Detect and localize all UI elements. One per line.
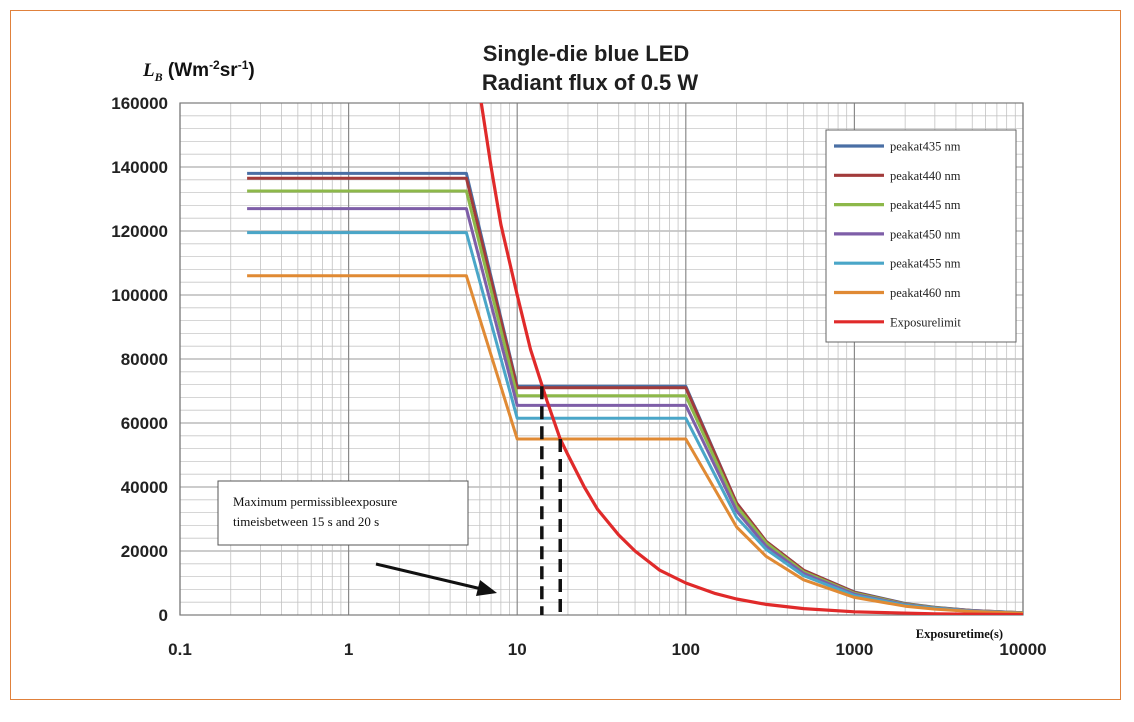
legend-label: peakat445 nm <box>890 198 961 212</box>
legend-label: peakat435 nm <box>890 140 961 154</box>
annotation-box <box>217 480 469 546</box>
annotation: Maximum permissibleexposure timeisbetween… <box>217 480 497 596</box>
y-tick-label: 80000 <box>121 350 168 369</box>
annotation-text: timeisbetween 15 s and 20 s <box>233 514 379 529</box>
x-tick-label: 1 <box>344 640 353 659</box>
x-axis-label: Exposuretime(s) <box>916 627 1003 641</box>
legend-box <box>825 129 1017 343</box>
marker-lines <box>540 386 562 615</box>
y-tick-label: 160000 <box>111 94 168 113</box>
series-line-6 <box>479 103 1023 615</box>
chart-title: Single-die blue LED <box>483 41 690 66</box>
annotation-arrow-shaft <box>375 562 491 593</box>
legend-label: Exposurelimit <box>890 315 961 329</box>
x-tick-label: 1000 <box>835 640 873 659</box>
y-tick-label: 0 <box>159 606 168 625</box>
y-tick-label: 120000 <box>111 222 168 241</box>
y-tick-label: 60000 <box>121 414 168 433</box>
y-tick-label: 20000 <box>121 542 168 561</box>
annotation-arrowhead <box>476 580 497 596</box>
series-line-5 <box>247 274 1023 615</box>
y-tick-label: 140000 <box>111 158 168 177</box>
y-axis-label-text: LB (Wm-2sr-1) <box>142 58 255 84</box>
series-lines <box>247 103 1023 615</box>
x-tick-label: 10000 <box>999 640 1046 659</box>
chart-subtitle: Radiant flux of 0.5 W <box>482 70 699 95</box>
legend-label: peakat450 nm <box>890 227 961 241</box>
annotation-text: Maximum permissibleexposure <box>233 494 398 509</box>
legend-label: peakat460 nm <box>890 286 961 300</box>
y-tick-label: 40000 <box>121 478 168 497</box>
plot-border <box>179 102 1024 616</box>
legend-label: peakat440 nm <box>890 169 961 183</box>
legend: peakat435 nm peakat440 nm peakat445 nm peak… <box>825 129 1017 343</box>
y-axis-label: LB (Wm-2sr-1) <box>142 58 255 84</box>
tick-labels: 0 20000 40000 60000 80000 100000 120000 140000 1… <box>111 94 1046 659</box>
x-tick-label: 0.1 <box>168 640 192 659</box>
legend-label: peakat455 nm <box>890 257 961 271</box>
x-tick-label: 10 <box>508 640 527 659</box>
y-tick-label: 100000 <box>111 286 168 305</box>
x-tick-label: 100 <box>672 640 700 659</box>
